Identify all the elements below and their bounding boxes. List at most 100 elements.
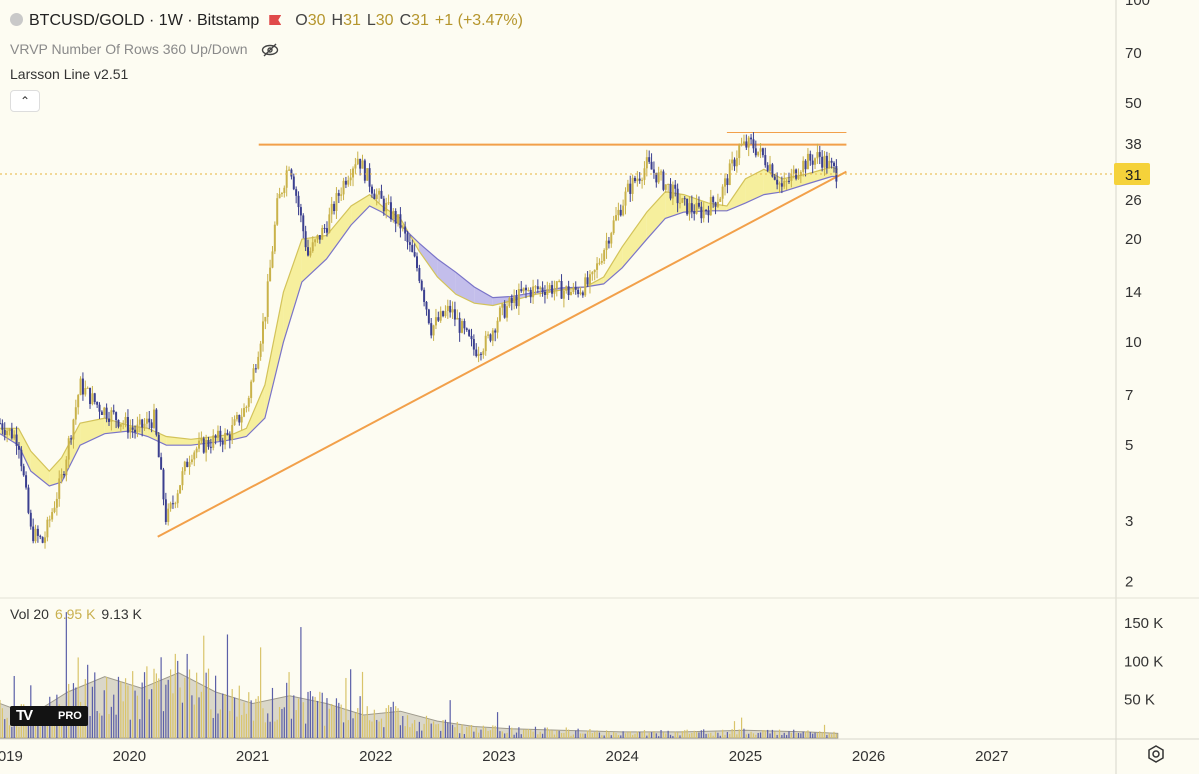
- larsson-band-segment: [622, 212, 647, 268]
- candle-body: [641, 179, 644, 181]
- volume-bar: [835, 733, 837, 738]
- candle-body: [591, 272, 594, 275]
- candle-body: [458, 317, 461, 333]
- volume-bar: [620, 735, 622, 738]
- volume-bar: [307, 691, 309, 738]
- volume-bar: [560, 732, 563, 738]
- volume-bar: [444, 719, 447, 738]
- candle-body: [278, 194, 281, 199]
- volume-bar: [513, 734, 515, 738]
- candle-body: [157, 434, 160, 458]
- volume-bar: [745, 734, 747, 738]
- flag-icon[interactable]: [269, 15, 282, 25]
- candle-body: [297, 195, 300, 208]
- volume-bar: [257, 696, 259, 738]
- candle-body: [465, 328, 468, 330]
- candle-body: [742, 141, 745, 145]
- candle-body: [29, 512, 32, 527]
- larsson-legend[interactable]: Larsson Line v2.51: [10, 66, 128, 82]
- vrvp-legend[interactable]: VRVP Number Of Rows 360 Up/Down: [10, 41, 279, 57]
- volume-bar: [222, 693, 224, 738]
- volume-bar: [167, 679, 169, 738]
- volume-bar: [582, 733, 584, 738]
- candle-body: [330, 203, 333, 215]
- price-axis[interactable]: 100 70 50 38 26 20 14 10 7 5 3 2 31 150 K 100 K 50 K: [0, 0, 1163, 709]
- time-tick-label: 2027: [975, 748, 1008, 765]
- volume-bar: [584, 733, 586, 738]
- volume-bar: [598, 732, 601, 738]
- candle-body: [707, 210, 710, 216]
- volume-bar: [219, 709, 221, 738]
- volume-bar: [558, 730, 560, 738]
- volume-bar: [186, 653, 188, 738]
- volume-bar: [485, 727, 487, 738]
- candle-body: [148, 418, 151, 423]
- price-tick-label: 50: [1125, 95, 1142, 112]
- candle-body: [724, 178, 727, 187]
- candle-body: [769, 164, 772, 171]
- volume-bar: [466, 726, 468, 738]
- candle-body: [546, 288, 549, 295]
- candle-body: [32, 526, 35, 542]
- candle-body: [276, 198, 279, 225]
- volume-bar: [143, 672, 146, 738]
- candle-body: [72, 419, 75, 440]
- volume-bar: [515, 732, 518, 738]
- candle-body: [676, 188, 679, 204]
- volume-bar: [655, 733, 657, 738]
- candle-body: [188, 462, 191, 468]
- candle-body: [579, 292, 582, 295]
- volume-bar: [196, 672, 198, 738]
- candle-body: [404, 226, 407, 234]
- volume-bar: [736, 734, 738, 738]
- volume-bar: [525, 729, 527, 738]
- candle-body: [13, 434, 16, 439]
- volume-bar: [226, 634, 229, 738]
- candle-body: [70, 438, 73, 440]
- volume-bar: [563, 732, 565, 738]
- settings-icon[interactable]: [1146, 744, 1166, 764]
- volume-ma-shape: [0, 672, 839, 739]
- volume-bar: [778, 729, 781, 738]
- candle-body: [378, 190, 381, 195]
- candle-body: [342, 180, 345, 195]
- candle-body: [387, 202, 390, 204]
- volume-bar: [553, 734, 556, 738]
- candle-body: [617, 209, 620, 216]
- candle-body: [645, 157, 648, 169]
- candle-body: [667, 183, 670, 185]
- volume-bar: [158, 678, 160, 738]
- candle-body: [406, 233, 409, 243]
- candle-body: [475, 349, 478, 357]
- volume-tick-label: 50 K: [1124, 692, 1155, 709]
- volume-bar: [364, 715, 366, 738]
- collapse-legend-button[interactable]: ⌃: [10, 90, 40, 112]
- eye-off-icon[interactable]: [261, 43, 279, 57]
- candle-body: [567, 286, 570, 296]
- change-value: +1 (+3.47%): [434, 12, 523, 29]
- volume-bar: [783, 732, 785, 738]
- volume-bar: [650, 732, 653, 738]
- candle-body: [27, 487, 30, 513]
- volume-bar: [27, 720, 30, 738]
- symbol-legend[interactable]: BTCUSD/GOLD · 1W · Bitstamp O30 H31 L30 C31 +…: [10, 12, 523, 30]
- volume-bar: [790, 732, 792, 738]
- candle-body: [266, 281, 269, 317]
- volume-bar: [586, 730, 589, 738]
- volume-legend[interactable]: Vol 20 6.95 K 9.13 K: [10, 606, 142, 622]
- candle-body: [89, 387, 92, 405]
- volume-bar: [357, 708, 359, 738]
- time-axis[interactable]: 2019 2020 2021 2022 2023 2024 2025 2026 2027: [0, 748, 1008, 765]
- volume-bar: [139, 719, 141, 738]
- candle-body: [479, 353, 482, 355]
- time-tick-label: 2019: [0, 748, 23, 765]
- volume-bar: [570, 735, 572, 738]
- candle-body: [10, 428, 13, 439]
- volume-bar: [342, 722, 345, 738]
- candle-body: [202, 438, 205, 453]
- candle-body: [385, 202, 388, 212]
- volume-ma-area: [0, 672, 839, 739]
- volume-bar: [672, 736, 674, 738]
- tradingview-logo[interactable]: TV PRO: [10, 706, 88, 726]
